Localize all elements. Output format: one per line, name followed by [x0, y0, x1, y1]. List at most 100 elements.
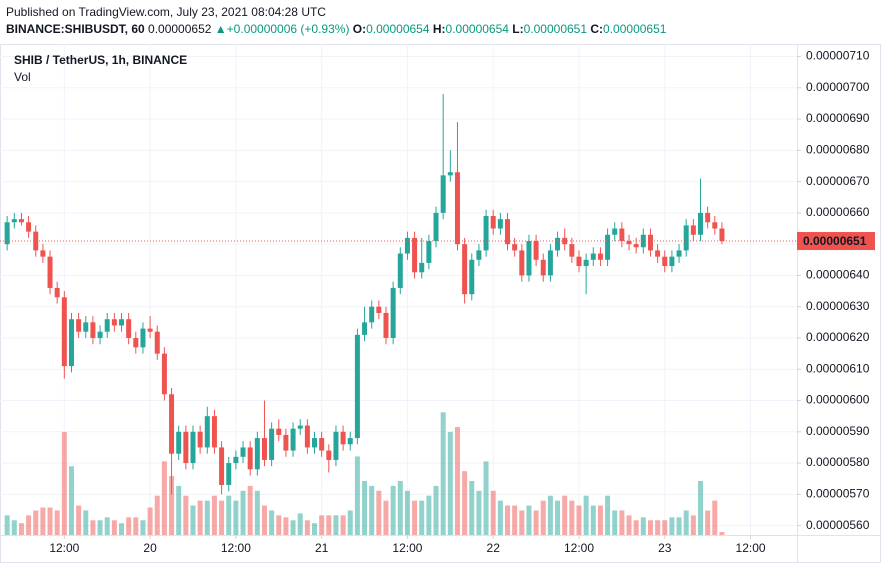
volume-bar [369, 485, 375, 535]
candle-body [276, 428, 282, 435]
candle-body [340, 431, 346, 445]
grid [0, 44, 797, 535]
candle-body [254, 438, 260, 470]
last-price-box [797, 232, 875, 251]
candle-body [583, 259, 589, 267]
volume-bar [483, 461, 489, 535]
candle-body [376, 306, 382, 313]
volume-bar [376, 490, 382, 535]
y-tick-label: 0.00000590 [806, 424, 870, 438]
ohlc-label: C: [590, 22, 604, 36]
y-tick-label: 0.00000560 [806, 518, 870, 532]
volume-bar [276, 515, 282, 535]
y-tick-label: 0.00000600 [806, 393, 870, 407]
volume-bar [433, 485, 439, 535]
volume-bar [397, 480, 403, 535]
candle-body [540, 259, 546, 276]
volume-bar [347, 510, 353, 535]
candle-body [226, 463, 232, 485]
y-tick-label: 0.00000610 [806, 361, 870, 375]
candle-body [54, 287, 60, 298]
volume-bar [219, 500, 225, 535]
candle-body [390, 287, 396, 338]
volume-bar [47, 507, 53, 535]
candle-body [304, 425, 310, 448]
frame [0, 44, 881, 563]
volume-bar [590, 505, 596, 535]
volume-bar [354, 456, 360, 535]
arrow: ▲ [214, 22, 227, 36]
candle-body [312, 438, 318, 448]
candle-body [247, 447, 253, 470]
candles [4, 94, 725, 495]
candle-body [640, 234, 646, 248]
y-tick-label: 0.00000580 [806, 455, 870, 469]
x-tick-label: 22 [487, 541, 501, 555]
candle-body [698, 212, 704, 235]
candle-body [154, 331, 160, 354]
volume-bar [240, 490, 246, 535]
ohlc-label: L: [512, 22, 524, 36]
candle-body [297, 425, 303, 429]
volume-bar [204, 500, 210, 535]
candle-body [219, 447, 225, 485]
candle-body [104, 319, 110, 332]
y-tick-label: 0.00000680 [806, 143, 870, 157]
candle-body [426, 241, 432, 263]
candle-body [68, 319, 74, 367]
volume-bar [597, 505, 603, 535]
candle-body [626, 241, 632, 245]
volume-bar [304, 520, 310, 535]
volume-bar [390, 485, 396, 535]
volume-bar [662, 520, 668, 535]
y-tick-label: 0.00000620 [806, 330, 870, 344]
ohlc-value: 0.00000654 [366, 22, 430, 36]
candle-body [83, 322, 89, 332]
volume-bar [404, 490, 410, 535]
volume-bar [54, 510, 60, 535]
candle-body [61, 297, 67, 367]
candle-body [11, 219, 17, 223]
symbol-line: BINANCE:SHIBUSDT, 60 0.00000652 ▲+0.0000… [6, 22, 666, 36]
candle-body [547, 250, 553, 276]
volume-bar [211, 495, 217, 535]
volume-bar [140, 520, 146, 535]
candle-body [505, 219, 511, 245]
volume-bar [133, 517, 139, 535]
x-tick-label: 21 [315, 541, 329, 555]
change: +0.00000006 (+0.93%) [226, 22, 350, 36]
candle-body [4, 222, 10, 245]
volume-pane [4, 412, 725, 535]
volume-bar [647, 520, 653, 535]
x-tick-label: 12:00 [736, 541, 766, 555]
x-tick-label: 12:00 [221, 541, 251, 555]
candle-body [397, 253, 403, 288]
volume-bar [283, 517, 289, 535]
candle-body [705, 212, 711, 223]
candle-body [133, 337, 139, 348]
volume-bar [312, 523, 318, 535]
volume-bar [619, 510, 625, 535]
volume-bar [147, 507, 153, 535]
candle-body [533, 241, 539, 260]
volume-bar [512, 505, 518, 535]
volume-bar [297, 513, 303, 535]
candle-body [369, 306, 375, 323]
candle-body [483, 216, 489, 251]
volume-bar [519, 510, 525, 535]
x-tick-label: 12:00 [392, 541, 422, 555]
volume-bar [440, 412, 446, 535]
volume-bar [362, 480, 368, 535]
candle-body [462, 244, 468, 295]
volume-bar [290, 520, 296, 535]
candle-body [261, 438, 267, 460]
volume-bar [226, 495, 232, 535]
volume-bar [18, 523, 24, 535]
volume-bar [447, 431, 453, 535]
volume-bar [576, 505, 582, 535]
ohlc-label: O: [352, 22, 367, 36]
candle-body [597, 253, 603, 260]
candle-body [126, 319, 132, 338]
